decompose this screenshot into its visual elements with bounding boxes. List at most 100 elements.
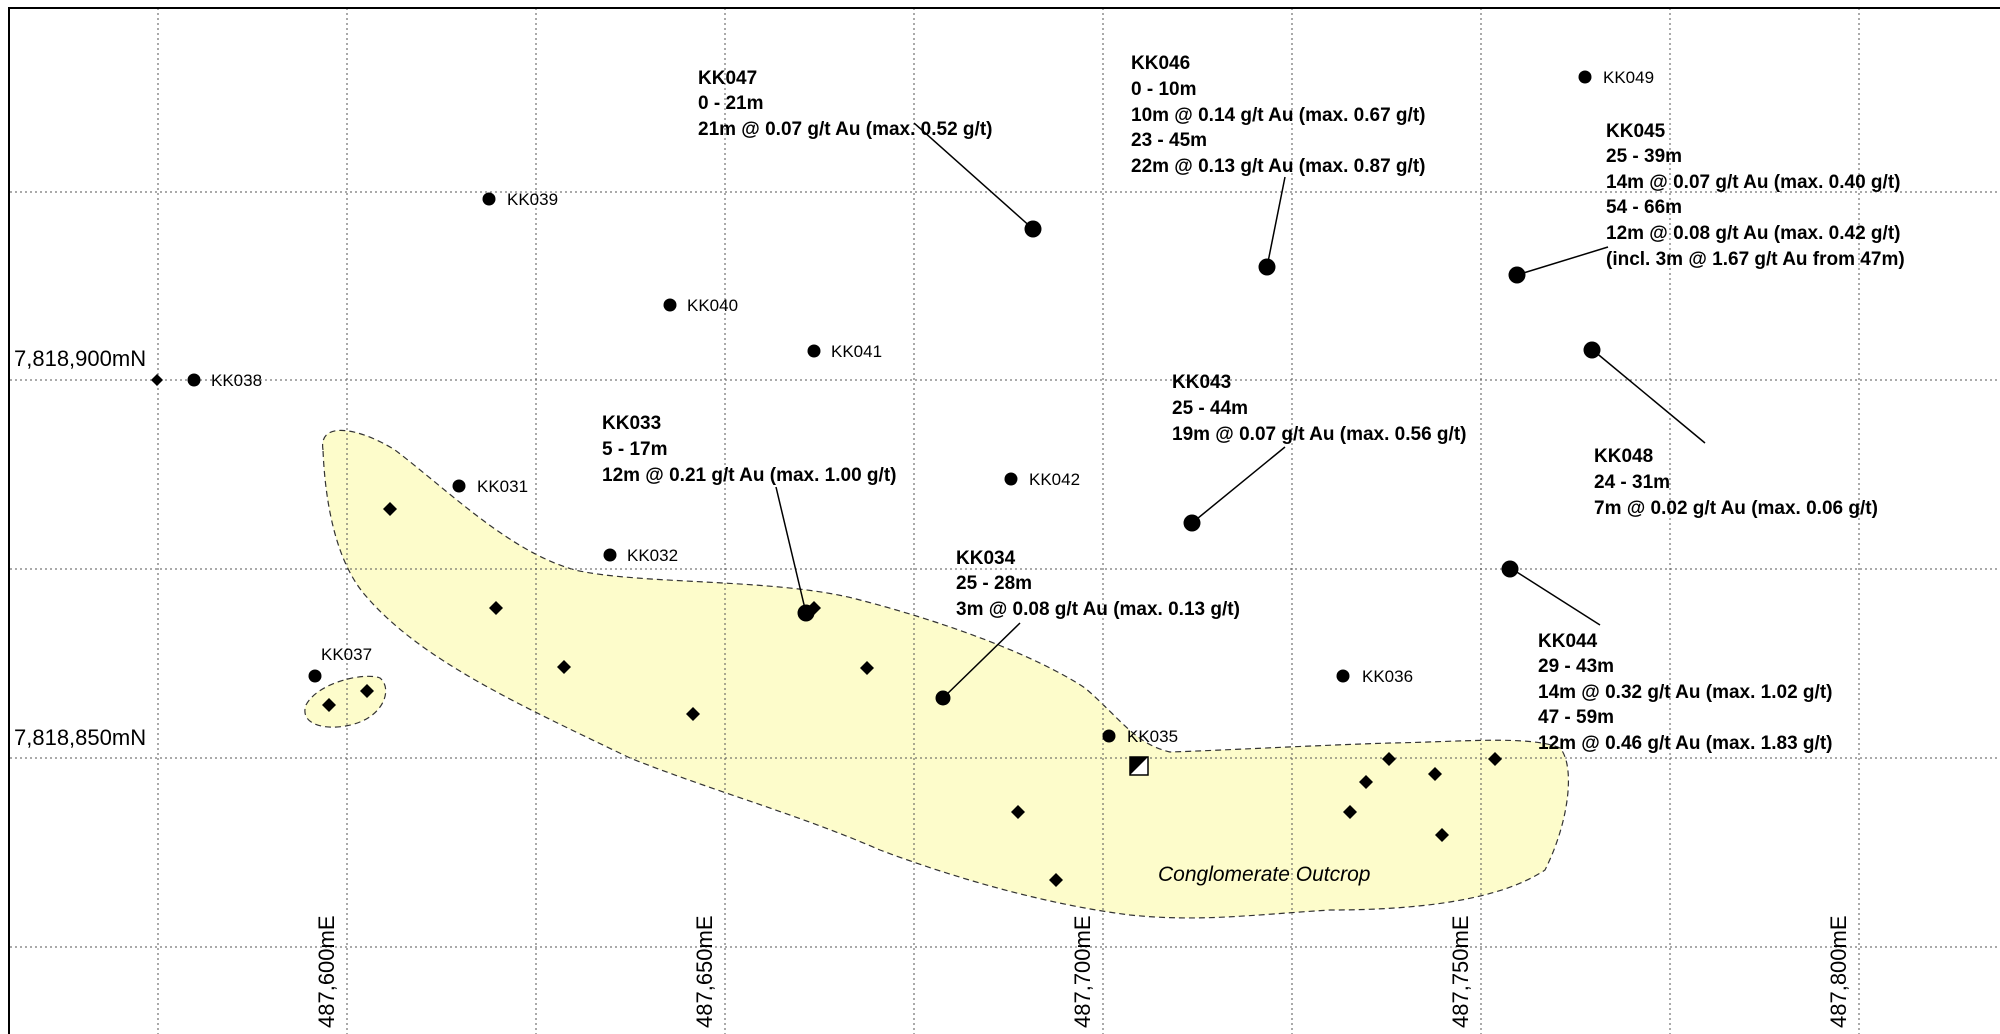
intercept-line: 47 - 59m [1538, 707, 1614, 728]
hole-id-label: KK044 [1538, 631, 1598, 652]
leader-kk044 [1511, 568, 1601, 626]
conglomerate-outcrop-small [304, 675, 387, 728]
easting-label-487700: 487,700mE [1070, 915, 1095, 1028]
leader-kk033 [775, 486, 807, 614]
hole-id-label: KK047 [698, 68, 757, 89]
annotation-leaders [775, 122, 1706, 699]
sample-points [151, 374, 1502, 887]
leader-kk034 [942, 622, 1021, 699]
easting-label-487750: 487,750mE [1448, 915, 1473, 1028]
easting-label-487650: 487,650mE [692, 915, 717, 1028]
drillhole-label: KK041 [831, 342, 882, 361]
conglomerate-outcrop-main [322, 429, 1569, 919]
intercept-line: 14m @ 0.07 g/t Au (max. 0.40 g/t) [1606, 172, 1900, 193]
intercept-line: 24 - 31m [1594, 472, 1670, 493]
hole-id-label: KK034 [956, 548, 1016, 569]
easting-gridlines [157, 8, 1860, 1034]
drillhole-KK039: KK039 [482, 190, 558, 209]
drillhole-KK048: KK048 24 - 31m 7m @ 0.02 g/t Au (max. 0.… [1583, 341, 1878, 519]
intercept-line: 25 - 44m [1172, 398, 1248, 419]
drillhole-label: KK036 [1362, 667, 1413, 686]
intercept-line: 0 - 21m [698, 93, 763, 114]
intercept-line: 25 - 39m [1606, 146, 1682, 167]
drillhole-label: KK049 [1603, 68, 1654, 87]
sample-diamond [383, 502, 397, 516]
drillhole-KK046: KK046 0 - 10m 10m @ 0.14 g/t Au (max. 0.… [1131, 53, 1425, 276]
hole-id-label: KK046 [1131, 53, 1190, 74]
drillhole-label: KK037 [321, 645, 372, 664]
intercept-line: 12m @ 0.21 g/t Au (max. 1.00 g/t) [602, 465, 896, 486]
intercept-line: (incl. 3m @ 1.67 g/t Au from 47m) [1606, 249, 1905, 270]
drillhole-KK044: KK044 29 - 43m 14m @ 0.32 g/t Au (max. 1… [1501, 560, 1832, 754]
outcrop-label: Conglomerate Outcrop [1158, 863, 1370, 886]
drillhole-KK041: KK041 [807, 342, 882, 361]
map-frame [8, 7, 2000, 1034]
sample-diamond [1049, 873, 1063, 887]
intercept-line: 0 - 10m [1131, 79, 1196, 100]
northing-label-7818900: 7,818,900mN [14, 346, 146, 371]
intercept-line: 29 - 43m [1538, 656, 1614, 677]
intercept-line: 22m @ 0.13 g/t Au (max. 0.87 g/t) [1131, 156, 1425, 177]
sample-diamond [1011, 805, 1025, 819]
drillhole-label: KK031 [477, 477, 528, 496]
drillhole-KK031: KK031 [452, 477, 528, 496]
drillhole-KK045: KK045 25 - 39m 14m @ 0.07 g/t Au (max. 0… [1508, 121, 1905, 284]
northing-label-7818850: 7,818,850mN [14, 725, 146, 750]
hole-id-label: KK043 [1172, 372, 1231, 393]
drillhole-label: KK042 [1029, 470, 1080, 489]
intercept-line: 3m @ 0.08 g/t Au (max. 0.13 g/t) [956, 599, 1240, 620]
drillhole-label: KK032 [627, 546, 678, 565]
intercept-line: 21m @ 0.07 g/t Au (max. 0.52 g/t) [698, 119, 992, 140]
leader-kk043 [1191, 446, 1286, 524]
sample-diamond [860, 661, 874, 675]
leader-kk045 [1516, 246, 1609, 276]
drillhole-KK037: KK037 [308, 645, 372, 683]
sample-diamond [322, 698, 336, 712]
intercept-line: 19m @ 0.07 g/t Au (max. 0.56 g/t) [1172, 424, 1466, 445]
hole-id-label: KK033 [602, 413, 661, 434]
sample-diamond [1359, 775, 1373, 789]
intercept-line: 10m @ 0.14 g/t Au (max. 0.67 g/t) [1131, 105, 1425, 126]
drillhole-label: KK035 [1127, 727, 1178, 746]
drillhole-label: KK040 [687, 296, 738, 315]
drillhole-KK049: KK049 [1578, 68, 1654, 87]
drillhole-KK038: KK038 [187, 371, 262, 390]
survey-marker-icon [1129, 756, 1149, 776]
drillhole-KK032: KK032 [603, 546, 678, 565]
intercept-line: 23 - 45m [1131, 130, 1207, 151]
sample-diamond [151, 374, 163, 386]
northing-gridlines [10, 191, 2000, 948]
sample-diamond [1382, 752, 1396, 766]
drillhole-KK035: KK035 [1102, 727, 1178, 746]
drillhole-KK040: KK040 [663, 296, 738, 315]
hole-id-label: KK048 [1594, 446, 1653, 467]
sample-diamond [489, 601, 503, 615]
drillhole-KK043: KK043 25 - 44m 19m @ 0.07 g/t Au (max. 0… [1172, 372, 1466, 532]
sample-diamond [1343, 805, 1357, 819]
sample-diamond [1428, 767, 1442, 781]
sample-diamond [557, 660, 571, 674]
drillhole-label: KK038 [211, 371, 262, 390]
intercept-line: 54 - 66m [1606, 197, 1682, 218]
leader-kk047 [913, 122, 1034, 230]
drillhole-KK036: KK036 [1336, 667, 1413, 686]
drillhole-KK047: KK047 0 - 21m 21m @ 0.07 g/t Au (max. 0.… [698, 68, 1042, 238]
intercept-line: 12m @ 0.46 g/t Au (max. 1.83 g/t) [1538, 733, 1832, 754]
sample-diamond [360, 684, 374, 698]
drillhole-KK033: KK033 5 - 17m 12m @ 0.21 g/t Au (max. 1.… [602, 413, 896, 622]
intercept-line: 14m @ 0.32 g/t Au (max. 1.02 g/t) [1538, 682, 1832, 703]
drillhole-KK042: KK042 [1004, 470, 1080, 489]
leader-kk048 [1593, 350, 1706, 444]
drillhole-label: KK039 [507, 190, 558, 209]
hole-id-label: KK045 [1606, 121, 1666, 142]
easting-label-487600: 487,600mE [314, 915, 339, 1028]
intercept-line: 12m @ 0.08 g/t Au (max. 0.42 g/t) [1606, 223, 1900, 244]
intercept-line: 7m @ 0.02 g/t Au (max. 0.06 g/t) [1594, 498, 1878, 519]
easting-label-487800: 487,800mE [1826, 915, 1851, 1028]
drillhole-KK034: KK034 25 - 28m 3m @ 0.08 g/t Au (max. 0.… [935, 548, 1240, 706]
sample-diamond [1435, 828, 1449, 842]
sample-diamond [1488, 752, 1502, 766]
sample-diamond [686, 707, 700, 721]
intercept-line: 25 - 28m [956, 573, 1032, 594]
